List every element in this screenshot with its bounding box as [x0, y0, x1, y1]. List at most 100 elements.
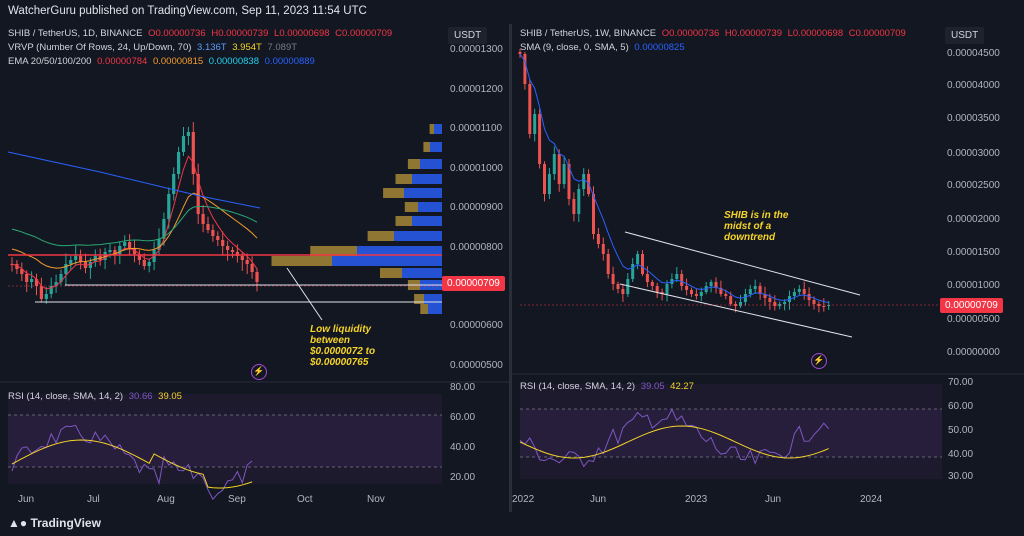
time-axis-label: 2023 — [685, 494, 708, 505]
lightning-icon[interactable]: ⚡ — [811, 353, 827, 369]
candle-body — [250, 264, 254, 272]
annotation-line-4: $0.00000765 — [310, 357, 369, 368]
candle-body — [802, 289, 806, 294]
ema-name: EMA 20/50/100/200 — [8, 56, 92, 67]
candle-body — [621, 289, 625, 294]
candle-body — [783, 302, 787, 304]
candle-body — [64, 264, 68, 274]
candle-body — [724, 294, 728, 296]
annotation-pointer — [286, 267, 323, 321]
volume-profile-bar — [420, 304, 428, 314]
candle-body — [567, 164, 571, 199]
candle-body — [528, 84, 532, 134]
candle-body — [592, 194, 595, 234]
price-axis-label: 0.00000500 — [450, 360, 503, 371]
candle-body — [88, 262, 92, 268]
rsi-axis-label: 40.00 — [948, 449, 974, 460]
downtrend-annotation[interactable]: SHIB is in the midst of a downtrend — [724, 210, 788, 243]
candle-body — [201, 214, 205, 224]
candle-body — [645, 274, 649, 282]
candle-body — [147, 262, 151, 266]
sma-legend[interactable]: SMA (9, close, 0, SMA, 5) 0.00000825 — [520, 42, 688, 53]
candle-body — [817, 304, 821, 306]
candle-body — [552, 154, 556, 174]
candle-body — [59, 274, 63, 282]
ema20-line — [11, 155, 258, 290]
low-value: L0.00000698 — [274, 28, 330, 39]
candle-body — [572, 199, 576, 214]
weekly-chart-canvas[interactable] — [512, 24, 1024, 512]
candle-body — [518, 52, 522, 54]
symbol-legend[interactable]: SHIB / TetherUS, 1W, BINANCE O0.00000736… — [520, 28, 909, 39]
currency-label[interactable]: USDT — [945, 27, 985, 44]
rsi-axis-label: 20.00 — [450, 472, 476, 483]
price-axis-label: 0.00002000 — [947, 214, 1000, 225]
candle-body — [226, 246, 230, 250]
time-axis-label: Sep — [228, 494, 246, 505]
candle-body — [54, 282, 58, 286]
tradingview-logo[interactable]: ▲● TradingView — [8, 516, 101, 530]
candle-body — [665, 284, 669, 294]
publish-title: WatcherGuru published on TradingView.com… — [8, 5, 367, 17]
candle-body — [118, 246, 122, 254]
candle-body — [69, 260, 73, 264]
candle-body — [186, 132, 190, 136]
candle-body — [235, 252, 239, 256]
rsi-axis-label: 70.00 — [948, 377, 974, 388]
lightning-icon[interactable]: ⚡ — [251, 364, 267, 380]
candle-body — [709, 282, 713, 286]
candle-body — [822, 306, 826, 307]
daily-chart-canvas[interactable] — [0, 24, 509, 512]
daily-chart-panel[interactable]: SHIB / TetherUS, 1D, BINANCE O0.00000736… — [0, 24, 509, 512]
volume-profile-bar — [420, 159, 442, 169]
rsi-axis-label: 30.00 — [948, 471, 974, 482]
volume-profile-bar — [332, 256, 442, 266]
candle-body — [20, 269, 24, 274]
ema200-value: 0.00000889 — [264, 56, 315, 67]
candle-body — [582, 174, 586, 189]
candle-body — [167, 194, 171, 219]
candle-body — [626, 279, 630, 294]
annotation-line-1: Low liquidity — [310, 324, 372, 335]
close-value: C0.00000709 — [848, 28, 906, 39]
time-axis-label: Nov — [367, 494, 385, 505]
rsi-name: RSI (14, close, SMA, 14, 2) — [8, 391, 124, 402]
candle-body — [157, 239, 161, 250]
weekly-chart-panel[interactable]: SHIB / TetherUS, 1W, BINANCE O0.00000736… — [512, 24, 1024, 512]
candle-body — [797, 289, 801, 292]
candle-body — [137, 254, 141, 260]
candle-body — [562, 164, 566, 184]
candle-body — [113, 250, 117, 254]
open-value: O0.00000736 — [661, 28, 720, 39]
candle-body — [778, 304, 782, 306]
symbol-legend[interactable]: SHIB / TetherUS, 1D, BINANCE O0.00000736… — [8, 28, 395, 39]
currency-label[interactable]: USDT — [448, 27, 488, 44]
candle-body — [601, 244, 605, 254]
rsi-legend[interactable]: RSI (14, close, SMA, 14, 2) 30.66 39.05 — [8, 391, 185, 402]
close-value: C0.00000709 — [335, 28, 393, 39]
candle-body — [181, 136, 186, 152]
candle-body — [685, 286, 689, 290]
candle-body — [123, 242, 127, 246]
volume-profile-bar — [407, 159, 420, 169]
volume-profile-bar — [357, 246, 442, 256]
vrvp-legend[interactable]: VRVP (Number Of Rows, 24, Up/Down, 70) 3… — [8, 42, 300, 53]
rsi-axis-label: 60.00 — [450, 412, 476, 423]
rsi-axis-label: 50.00 — [948, 425, 974, 436]
annotation-line-2: between — [310, 335, 351, 346]
vrvp-down-volume: 3.954T — [232, 42, 262, 53]
liquidity-annotation[interactable]: Low liquidity between $0.0000072 to $0.0… — [310, 324, 375, 368]
rsi-legend[interactable]: RSI (14, close, SMA, 14, 2) 39.05 42.27 — [520, 381, 697, 392]
sma-value: 0.00000825 — [634, 42, 685, 53]
volume-profile-bar — [310, 246, 357, 256]
candle-body — [827, 305, 831, 306]
time-axis-label: Aug — [157, 494, 175, 505]
candle-body — [211, 230, 215, 236]
volume-profile-bar — [383, 188, 404, 198]
candle-body — [523, 54, 527, 84]
candle-body — [616, 284, 620, 289]
ema-legend[interactable]: EMA 20/50/100/200 0.00000784 0.00000815 … — [8, 56, 318, 67]
time-axis-label: 2024 — [860, 494, 883, 505]
vrvp-up-volume: 3.136T — [197, 42, 227, 53]
candle-body — [79, 256, 83, 262]
